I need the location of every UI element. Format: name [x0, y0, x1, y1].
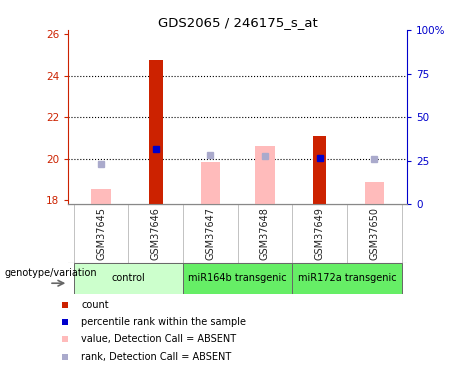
Text: GSM37647: GSM37647	[205, 207, 215, 260]
Text: miR164b transgenic: miR164b transgenic	[189, 273, 287, 284]
Bar	[313, 136, 326, 204]
Bar	[91, 189, 111, 204]
Text: rank, Detection Call = ABSENT: rank, Detection Call = ABSENT	[81, 352, 231, 362]
Bar	[201, 162, 220, 204]
Text: genotype/variation: genotype/variation	[5, 268, 97, 278]
Title: GDS2065 / 246175_s_at: GDS2065 / 246175_s_at	[158, 16, 318, 29]
Text: GSM37646: GSM37646	[151, 207, 161, 260]
Text: GSM37650: GSM37650	[369, 207, 379, 260]
Bar	[74, 262, 183, 294]
Bar	[183, 262, 292, 294]
Bar	[255, 146, 275, 204]
Bar	[292, 262, 402, 294]
Text: control: control	[112, 273, 145, 284]
Bar	[149, 60, 162, 204]
Text: GSM37648: GSM37648	[260, 207, 270, 260]
Text: count: count	[81, 300, 109, 310]
Text: GSM37649: GSM37649	[314, 207, 325, 260]
Text: GSM37645: GSM37645	[96, 207, 106, 260]
Text: miR172a transgenic: miR172a transgenic	[298, 273, 396, 284]
Text: percentile rank within the sample: percentile rank within the sample	[81, 317, 246, 327]
Bar	[365, 182, 384, 204]
Text: value, Detection Call = ABSENT: value, Detection Call = ABSENT	[81, 334, 236, 345]
